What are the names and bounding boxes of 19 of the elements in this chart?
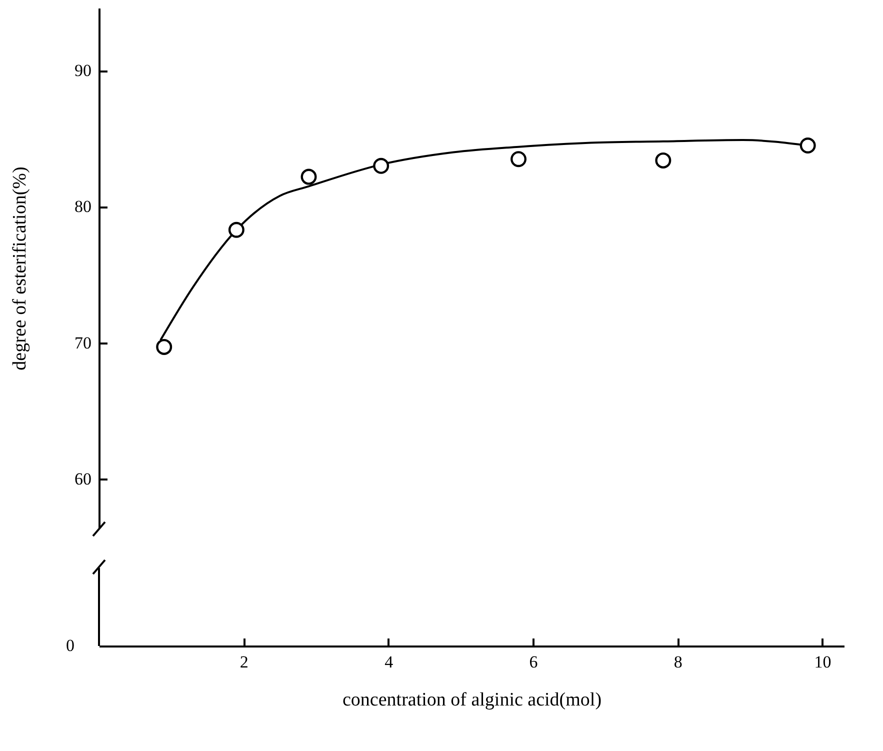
point <box>510 151 527 168</box>
x-tick-label: 6 <box>529 652 538 672</box>
point <box>800 138 816 154</box>
x-tick-label: 10 <box>814 652 832 672</box>
point <box>228 222 244 238</box>
y-tick-label: 90 <box>74 61 92 80</box>
point <box>655 152 672 168</box>
x-tick-label: 8 <box>674 652 682 672</box>
x-tick-label: 2 <box>240 652 248 672</box>
y-tick-label: 80 <box>74 197 92 216</box>
y-tick-label: 60 <box>74 469 92 488</box>
x-tick-label: 4 <box>384 652 394 672</box>
point <box>300 168 317 185</box>
text: 0 <box>66 636 74 656</box>
y-axis-title: degree of esterification(%) <box>10 166 30 370</box>
y-tick-label: 70 <box>74 333 92 352</box>
point <box>156 338 172 355</box>
point <box>373 158 390 174</box>
x-axis-title: concentration of alginic acid(mol) <box>342 690 602 710</box>
